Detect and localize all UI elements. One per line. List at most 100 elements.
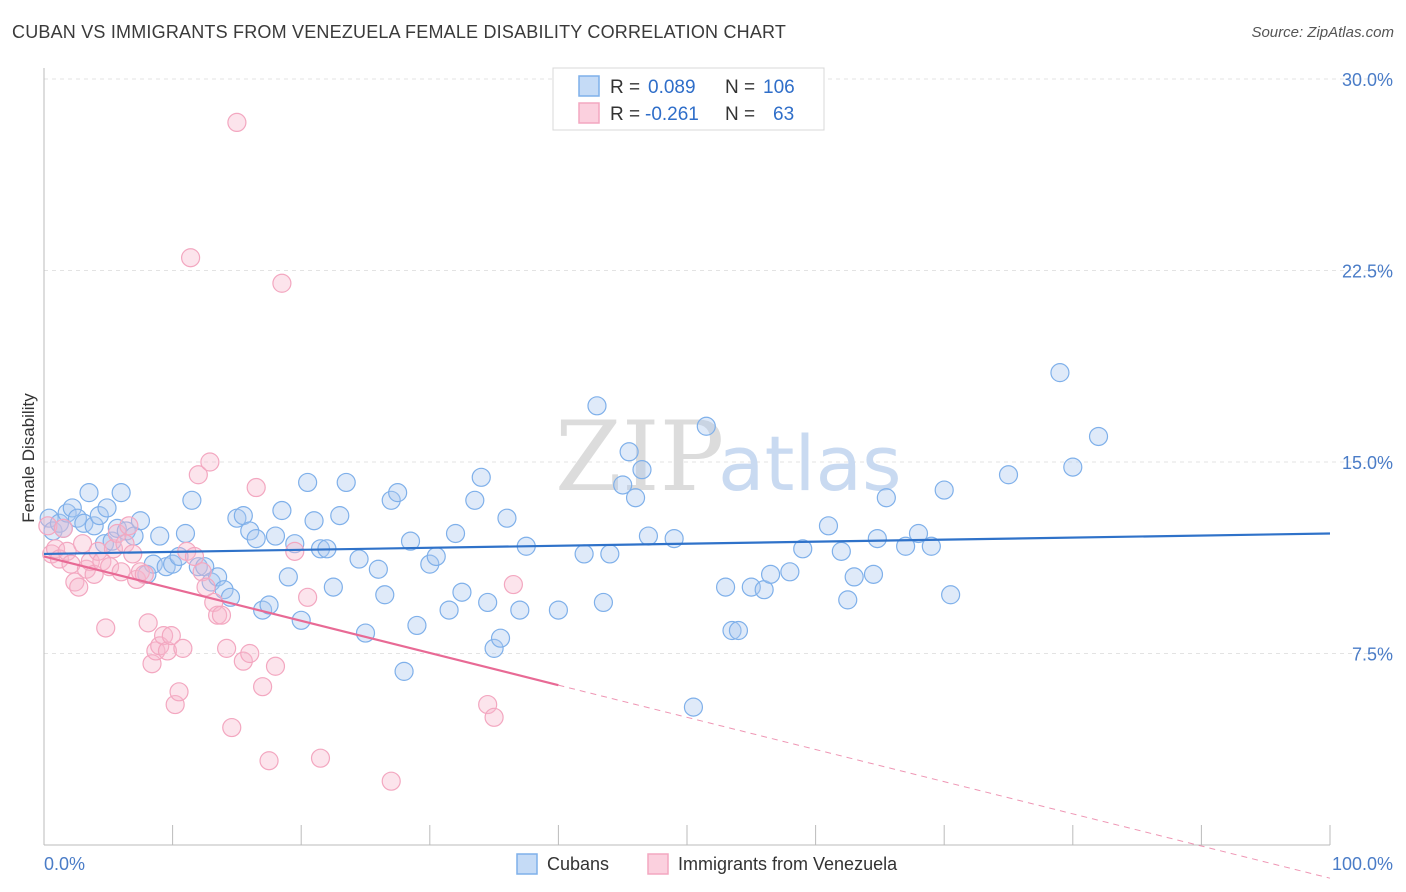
watermark: ZIP atlas bbox=[555, 401, 902, 513]
point-cubans-35 bbox=[240, 521, 260, 541]
legend-r-value-cubans: 0.089 bbox=[648, 77, 696, 98]
point-venezuela-37 bbox=[181, 248, 201, 268]
point-venezuela-49 bbox=[233, 651, 253, 671]
point-venezuela-21 bbox=[119, 516, 139, 536]
point-cubans-101 bbox=[896, 536, 916, 556]
point-cubans-92 bbox=[780, 562, 800, 582]
point-cubans-66 bbox=[471, 467, 491, 487]
point-venezuela-15 bbox=[96, 618, 116, 638]
point-cubans-70 bbox=[497, 508, 517, 528]
grid-lines bbox=[44, 78, 1392, 654]
point-cubans-59 bbox=[407, 615, 427, 636]
point-venezuela-51 bbox=[246, 477, 266, 498]
legend: R = 0.089 N = 106 R = -0.261 N = 63 bbox=[552, 67, 825, 131]
y-tick-label-3: 30.0% bbox=[1342, 70, 1393, 90]
point-cubans-42 bbox=[285, 534, 305, 554]
point-venezuela-33 bbox=[165, 694, 185, 715]
point-cubans-21 bbox=[150, 526, 170, 546]
point-venezuela-52 bbox=[253, 677, 273, 697]
point-cubans-40 bbox=[272, 500, 292, 521]
bottom-legend-label-cubans: Cubans bbox=[547, 854, 609, 874]
point-cubans-50 bbox=[336, 472, 356, 493]
trend-line-cubans bbox=[43, 532, 1331, 556]
point-cubans-36 bbox=[246, 528, 266, 549]
point-cubans-76 bbox=[593, 592, 614, 613]
point-cubans-60 bbox=[420, 554, 440, 574]
point-venezuela-27 bbox=[142, 654, 162, 674]
point-cubans-49 bbox=[330, 506, 350, 526]
y-tick-labels: 7.5% 15.0% 22.5% 30.0% bbox=[1342, 70, 1393, 665]
point-cubans-5 bbox=[62, 498, 82, 518]
y-axis-label: Female Disability bbox=[19, 393, 38, 523]
point-cubans-45 bbox=[304, 511, 324, 531]
point-cubans-55 bbox=[381, 490, 401, 510]
point-venezuela-30 bbox=[153, 626, 174, 646]
point-venezuela-26 bbox=[138, 613, 158, 633]
y-tick-label-0: 7.5% bbox=[1352, 645, 1393, 665]
point-venezuela-35 bbox=[173, 638, 193, 658]
legend-n-value-cubans: 106 bbox=[763, 77, 795, 98]
point-cubans-69 bbox=[490, 628, 511, 648]
point-cubans-58 bbox=[400, 531, 421, 551]
point-venezuela-45 bbox=[211, 605, 232, 625]
point-cubans-109 bbox=[1088, 426, 1109, 447]
point-cubans-107 bbox=[1050, 363, 1070, 383]
point-cubans-54 bbox=[375, 585, 395, 605]
legend-r-value-venezuela: -0.261 bbox=[645, 104, 699, 125]
point-venezuela-40 bbox=[192, 562, 212, 582]
legend-r-label-venezuela: R = bbox=[610, 104, 640, 125]
point-cubans-78 bbox=[613, 475, 633, 495]
point-venezuela-22 bbox=[123, 544, 143, 564]
point-cubans-96 bbox=[838, 590, 858, 610]
point-venezuela-0 bbox=[38, 516, 58, 536]
point-cubans-57 bbox=[394, 661, 414, 681]
point-cubans-64 bbox=[452, 582, 472, 602]
legend-swatch-venezuela bbox=[578, 102, 600, 124]
point-cubans-23 bbox=[163, 554, 183, 574]
point-cubans-0 bbox=[39, 508, 59, 528]
point-cubans-68 bbox=[484, 638, 504, 658]
point-cubans-63 bbox=[445, 523, 466, 544]
point-cubans-93 bbox=[793, 539, 813, 559]
point-cubans-4 bbox=[57, 503, 77, 523]
point-cubans-105 bbox=[941, 585, 961, 605]
point-venezuela-42 bbox=[200, 452, 220, 472]
point-venezuela-28 bbox=[146, 641, 166, 661]
point-cubans-95 bbox=[831, 541, 851, 561]
legend-swatch-cubans bbox=[578, 75, 600, 97]
point-cubans-103 bbox=[921, 536, 941, 556]
point-venezuela-5 bbox=[57, 541, 77, 561]
point-cubans-2 bbox=[49, 513, 70, 533]
point-venezuela-53 bbox=[259, 751, 279, 771]
series-venezuela-points bbox=[38, 112, 523, 791]
point-cubans-97 bbox=[844, 567, 864, 587]
point-cubans-80 bbox=[625, 488, 646, 508]
point-venezuela-31 bbox=[157, 641, 178, 661]
legend-r-label-cubans: R = bbox=[610, 77, 640, 98]
point-cubans-27 bbox=[188, 557, 208, 577]
x-tick-label-0: 0.0% bbox=[44, 854, 85, 874]
point-venezuela-32 bbox=[161, 626, 181, 646]
point-cubans-61 bbox=[426, 546, 446, 567]
point-cubans-74 bbox=[574, 544, 594, 564]
axes bbox=[43, 68, 1331, 846]
point-venezuela-18 bbox=[107, 523, 127, 544]
point-cubans-9 bbox=[84, 516, 104, 536]
point-cubans-84 bbox=[683, 697, 704, 717]
point-venezuela-8 bbox=[69, 577, 89, 597]
point-cubans-10 bbox=[89, 506, 109, 526]
point-cubans-26 bbox=[182, 490, 202, 510]
point-cubans-48 bbox=[323, 577, 343, 597]
point-cubans-79 bbox=[619, 442, 639, 462]
point-cubans-99 bbox=[867, 528, 887, 549]
point-cubans-62 bbox=[439, 600, 459, 620]
point-cubans-18 bbox=[130, 511, 151, 531]
point-venezuela-48 bbox=[227, 112, 247, 133]
point-venezuela-56 bbox=[285, 541, 305, 561]
point-cubans-8 bbox=[79, 483, 99, 503]
point-cubans-56 bbox=[388, 483, 408, 503]
point-cubans-15 bbox=[111, 483, 131, 503]
point-cubans-94 bbox=[818, 516, 839, 536]
point-venezuela-61 bbox=[484, 707, 504, 727]
point-cubans-82 bbox=[638, 526, 659, 546]
